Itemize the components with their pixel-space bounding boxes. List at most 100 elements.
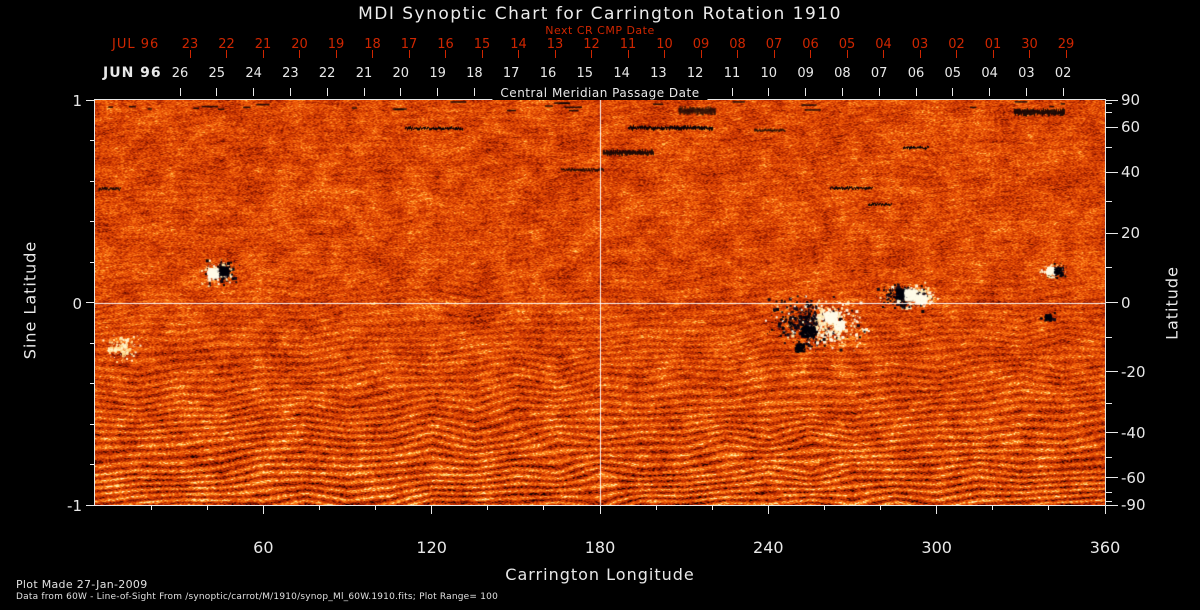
top-red-tick — [408, 50, 410, 58]
top-red-date-label: 23 — [181, 37, 199, 52]
y-right-tick-label: -40 — [1121, 423, 1146, 442]
y-left-tick-label: 0 — [72, 294, 82, 313]
y-right-major-tick — [1106, 171, 1118, 173]
x-minor-tick — [543, 505, 545, 510]
footer-data-source: Data from 60W - Line-of-Sight From /syno… — [16, 592, 499, 602]
top-white-tick — [326, 88, 328, 96]
x-minor-tick — [992, 505, 994, 510]
top-white-tick — [768, 88, 770, 96]
y-left-tick-label: 1 — [72, 92, 82, 110]
y-right-tick-label: 20 — [1121, 224, 1141, 243]
top-white-date-label: 02 — [1054, 66, 1072, 81]
top-white-date-label: 20 — [392, 66, 410, 81]
top-white-date-label: 17 — [502, 66, 520, 81]
top-white-tick — [289, 88, 291, 96]
top-white-date-label: 26 — [171, 66, 189, 81]
y-right-major-tick — [1106, 126, 1118, 128]
top-red-tick — [372, 50, 373, 58]
top-red-date-label: 19 — [327, 37, 345, 52]
top-white-date-label: 21 — [355, 66, 373, 81]
y-left-minor-tick — [90, 342, 95, 344]
y-left-minor-tick — [90, 140, 95, 141]
top-red-date-label: 07 — [765, 37, 783, 52]
top-white-date-label: 22 — [318, 66, 336, 81]
top-red-tick — [481, 50, 483, 58]
top-red-date-label: 06 — [802, 37, 819, 52]
top-white-tick — [1025, 88, 1027, 96]
top-white-date-label: 24 — [245, 66, 262, 81]
top-white-date-label: 18 — [466, 66, 483, 81]
x-minor-tick — [1048, 505, 1050, 510]
y-left-minor-tick — [90, 423, 95, 425]
y-left-major-tick — [86, 504, 95, 506]
x-tick-label: 60 — [253, 538, 274, 557]
x-major-tick — [767, 505, 769, 514]
top-red-date-label: 10 — [656, 37, 673, 52]
top-white-tick — [473, 88, 475, 96]
top-red-tick — [1029, 50, 1030, 58]
top-red-tick — [810, 50, 811, 58]
top-white-date-label: 05 — [944, 66, 962, 81]
y-right-major-tick — [1106, 504, 1118, 506]
top-red-date-label: 08 — [729, 37, 746, 52]
cmp-date-axis-title: Central Meridian Passage Date — [492, 86, 708, 100]
y-right-major-tick — [1106, 232, 1118, 234]
top-red-tick — [700, 50, 702, 58]
y-right-tick-label: 60 — [1121, 118, 1141, 137]
top-red-tick — [992, 50, 994, 58]
y-right-tick-label: -60 — [1121, 468, 1146, 487]
y-axis-right-title: Latitude — [1162, 266, 1182, 340]
y-left-minor-tick — [90, 464, 95, 465]
y-left-minor-tick — [90, 180, 95, 182]
top-red-tick — [554, 50, 556, 58]
y-right-major-tick — [1106, 99, 1118, 101]
x-axis-title: Carrington Longitude — [505, 565, 695, 584]
top-red-tick — [299, 50, 300, 58]
y-left-major-tick — [86, 302, 95, 303]
top-red-date-label: 09 — [692, 37, 710, 52]
y-right-minor-tick — [1106, 200, 1112, 202]
top-red-tick — [518, 50, 519, 58]
top-white-date-label: 19 — [429, 66, 446, 81]
y-right-tick-label: -90 — [1121, 496, 1146, 514]
x-minor-tick — [318, 505, 320, 510]
x-major-tick — [431, 505, 433, 514]
y-left-major-tick — [86, 99, 95, 101]
top-white-date-label: 16 — [539, 66, 557, 81]
top-white-tick — [216, 88, 218, 96]
top-white-date-label: 12 — [686, 66, 704, 81]
next-cr-cmp-date-label: Next CR CMP Date — [545, 24, 655, 37]
x-tick-label: 360 — [1089, 538, 1121, 557]
top-red-date-label: 21 — [254, 37, 272, 52]
top-white-tick — [841, 88, 843, 96]
top-red-tick — [956, 50, 957, 58]
top-red-date-label: 04 — [875, 37, 892, 52]
top-white-tick — [179, 88, 181, 96]
x-minor-tick — [487, 505, 489, 510]
top-red-date-label: 12 — [583, 37, 600, 52]
x-minor-tick — [206, 505, 208, 510]
top-red-date-label: 02 — [948, 37, 965, 52]
y-right-major-tick — [1106, 302, 1118, 303]
top-red-date-label: 17 — [400, 37, 418, 52]
top-white-tick — [915, 88, 917, 96]
top-white-date-label: 09 — [797, 66, 814, 81]
top-white-tick — [878, 88, 880, 96]
top-red-date-label: 20 — [291, 37, 308, 52]
y-right-tick-label: -20 — [1121, 362, 1146, 381]
top-white-tick — [731, 88, 733, 96]
y-left-minor-tick — [90, 221, 95, 222]
y-right-minor-tick — [1106, 337, 1112, 339]
y-right-minor-tick — [1106, 102, 1112, 104]
x-tick-label: 120 — [416, 538, 447, 557]
top-red-tick — [664, 50, 665, 58]
y-axis-left-title: Sine Latitude — [20, 240, 40, 360]
top-white-tick — [989, 88, 991, 96]
top-white-date-label: 15 — [576, 66, 594, 81]
top-red-tick — [919, 50, 921, 58]
y-right-tick-label: 90 — [1121, 91, 1141, 109]
top-red-tick — [737, 50, 738, 58]
synoptic-magnetogram-canvas — [94, 99, 1106, 506]
top-red-tick — [262, 50, 264, 58]
